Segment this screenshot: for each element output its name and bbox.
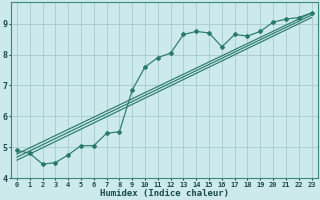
X-axis label: Humidex (Indice chaleur): Humidex (Indice chaleur) (100, 189, 229, 198)
